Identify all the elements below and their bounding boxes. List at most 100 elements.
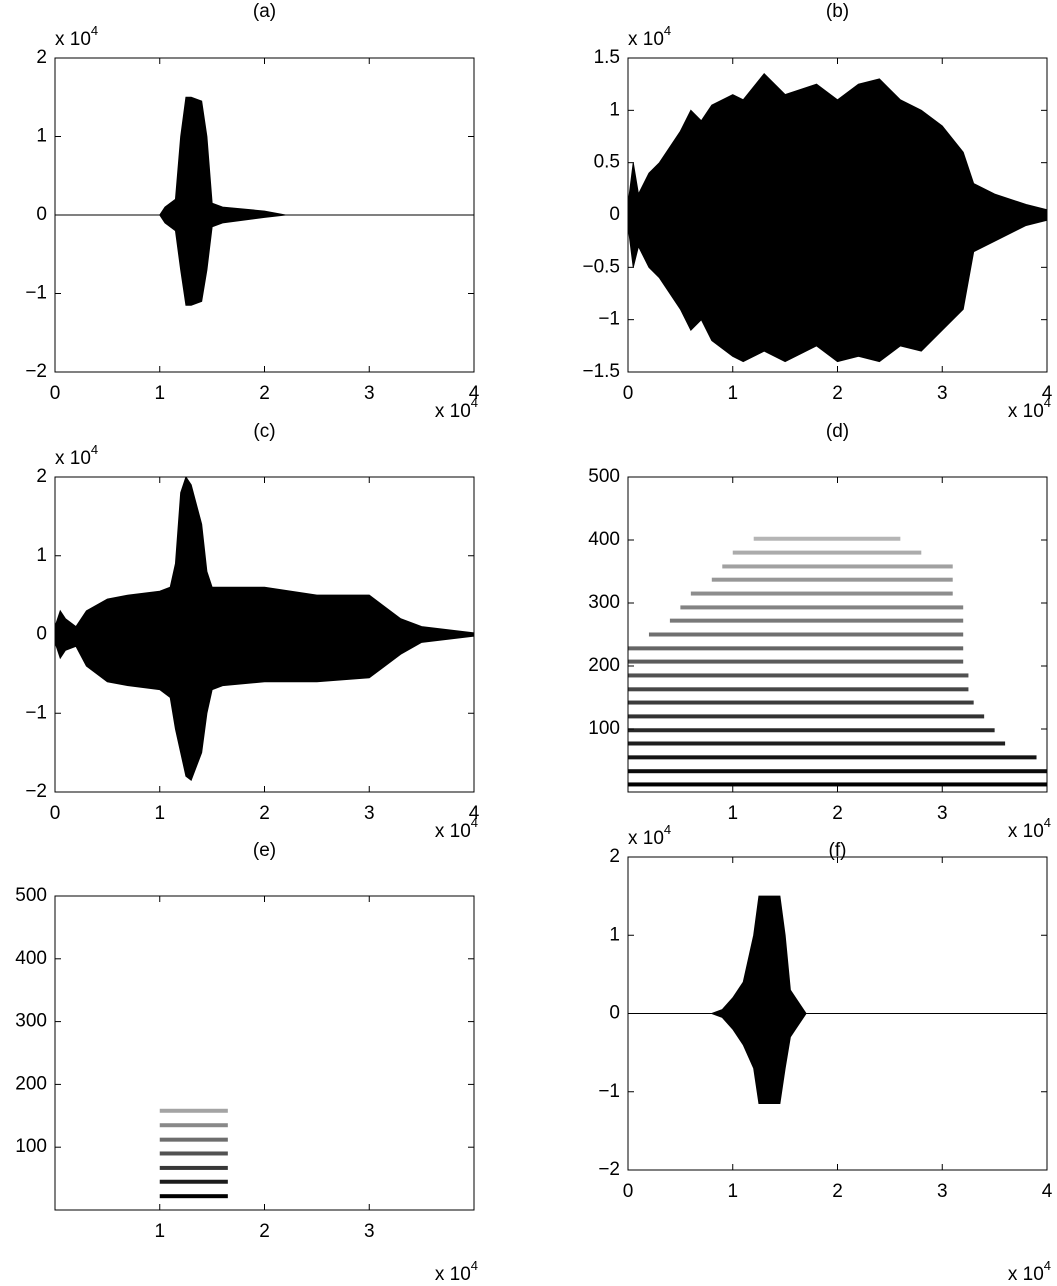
x-multiplier-base: x 10 xyxy=(1008,1264,1044,1285)
harmonic-band xyxy=(628,687,969,692)
y-multiplier-base: x 10 xyxy=(55,29,91,50)
y-tick-label: 300 xyxy=(588,592,620,613)
x-tick-label: 4 xyxy=(1042,383,1053,404)
y-multiplier-power: 4 xyxy=(664,23,671,38)
y-tick-label: −1 xyxy=(598,309,620,330)
x-tick-label: 4 xyxy=(469,383,480,404)
harmonic-band xyxy=(628,673,969,678)
y-tick-label: 0 xyxy=(36,624,47,645)
panel: (b) 0 1 2 3 4 −1.5 −1 −0.5 0 0.5 1 1.5 xyxy=(582,1,1052,404)
panel: (d) 1 2 3 100 200 300 400 500 xyxy=(588,421,1048,824)
harmonic-band xyxy=(628,714,985,719)
axes-frame xyxy=(54,895,475,1211)
y-tick-label: −2 xyxy=(25,361,47,382)
harmonic-band xyxy=(690,591,953,596)
x-multiplier-power: 4 xyxy=(1044,815,1051,830)
y-tick-label: 1 xyxy=(36,545,47,566)
y-tick-label: −1.5 xyxy=(582,361,620,382)
x-tick-label: 1 xyxy=(727,383,738,404)
x-tick-label: 2 xyxy=(259,1221,270,1242)
y-tick-label: 200 xyxy=(588,655,620,676)
y-tick-label: 1 xyxy=(609,924,620,945)
x-tick-label: 2 xyxy=(259,803,270,824)
y-tick-label: −1 xyxy=(25,283,47,304)
x-tick-label: 3 xyxy=(364,383,375,404)
harmonic-band xyxy=(628,646,964,651)
panel-title: (a) xyxy=(253,1,276,22)
y-tick-label: −0.5 xyxy=(582,256,620,277)
x-tick-label: 0 xyxy=(50,803,61,824)
y-tick-label: −2 xyxy=(25,781,47,802)
harmonic-band xyxy=(159,1151,228,1156)
panel: (f) 0 1 2 3 4 −2 −1 0 1 2 xyxy=(598,840,1052,1202)
y-tick-label: 500 xyxy=(588,466,620,487)
x-multiplier-base: x 10 xyxy=(435,1264,471,1285)
harmonic-band xyxy=(159,1137,228,1142)
y-multiplier-base: x 10 xyxy=(628,828,664,849)
harmonic-band xyxy=(628,659,964,664)
x-tick-label: 0 xyxy=(623,383,634,404)
x-tick-label: 2 xyxy=(832,1181,843,1202)
x-multiplier-power: 4 xyxy=(471,815,478,830)
panel-title: (b) xyxy=(826,1,849,22)
x-multiplier-power: 4 xyxy=(471,1258,478,1273)
x-tick-label: 4 xyxy=(469,803,480,824)
y-multiplier-power: 4 xyxy=(664,822,671,837)
panel: (e) 1 2 3 100 200 300 400 500 xyxy=(15,840,475,1242)
harmonic-band xyxy=(159,1179,228,1184)
x-tick-label: 3 xyxy=(937,1181,948,1202)
x-tick-label: 1 xyxy=(727,803,738,824)
x-multiplier-power: 4 xyxy=(471,395,478,410)
harmonic-band xyxy=(753,536,901,541)
harmonic-band xyxy=(159,1108,228,1113)
y-multiplier-base: x 10 xyxy=(55,448,91,469)
x-multiplier: x 104 xyxy=(435,1258,478,1285)
x-tick-label: 4 xyxy=(1042,1181,1053,1202)
x-tick-label: 2 xyxy=(259,383,270,404)
y-multiplier: x 104 xyxy=(55,23,98,50)
harmonic-band xyxy=(628,728,995,733)
y-tick-label: 0 xyxy=(609,204,620,225)
y-multiplier-power: 4 xyxy=(91,442,98,457)
y-tick-label: 1 xyxy=(36,126,47,147)
x-multiplier-base: x 10 xyxy=(435,821,471,842)
waveform-envelope xyxy=(628,895,1047,1014)
x-multiplier-power: 4 xyxy=(1044,1258,1051,1273)
waveform-envelope xyxy=(55,96,474,216)
harmonic-band xyxy=(680,605,964,610)
y-tick-label: 100 xyxy=(15,1136,47,1157)
waveform-envelope xyxy=(55,214,474,306)
waveform-envelope xyxy=(55,634,474,781)
x-tick-label: 1 xyxy=(154,383,165,404)
harmonic-band xyxy=(159,1165,228,1170)
y-tick-label: 200 xyxy=(15,1073,47,1094)
y-tick-label: 400 xyxy=(15,948,47,969)
y-tick-label: 1 xyxy=(609,99,620,120)
y-tick-label: 2 xyxy=(609,846,620,867)
y-multiplier: x 104 xyxy=(55,442,98,469)
x-multiplier: x 104 xyxy=(435,395,478,422)
x-tick-label: 3 xyxy=(364,1221,375,1242)
harmonic-band xyxy=(628,700,974,705)
x-multiplier: x 104 xyxy=(1008,395,1051,422)
harmonic-band xyxy=(722,564,953,569)
x-multiplier-base: x 10 xyxy=(1008,401,1044,422)
x-tick-label: 1 xyxy=(154,1221,165,1242)
x-tick-label: 3 xyxy=(937,383,948,404)
y-tick-label: −1 xyxy=(598,1081,620,1102)
harmonic-band xyxy=(628,769,1047,774)
waveform-envelope xyxy=(628,214,1047,363)
harmonic-band xyxy=(159,1194,228,1199)
y-tick-label: 400 xyxy=(588,529,620,550)
y-tick-label: 2 xyxy=(36,466,47,487)
harmonic-band xyxy=(732,550,922,555)
harmonic-band xyxy=(669,618,964,623)
x-tick-label: 0 xyxy=(623,1181,634,1202)
x-multiplier-base: x 10 xyxy=(1008,821,1044,842)
x-tick-label: 0 xyxy=(50,383,61,404)
y-multiplier-power: 4 xyxy=(91,23,98,38)
y-tick-label: 0 xyxy=(36,204,47,225)
waveform-envelope xyxy=(55,477,474,635)
y-multiplier: x 104 xyxy=(628,23,671,50)
